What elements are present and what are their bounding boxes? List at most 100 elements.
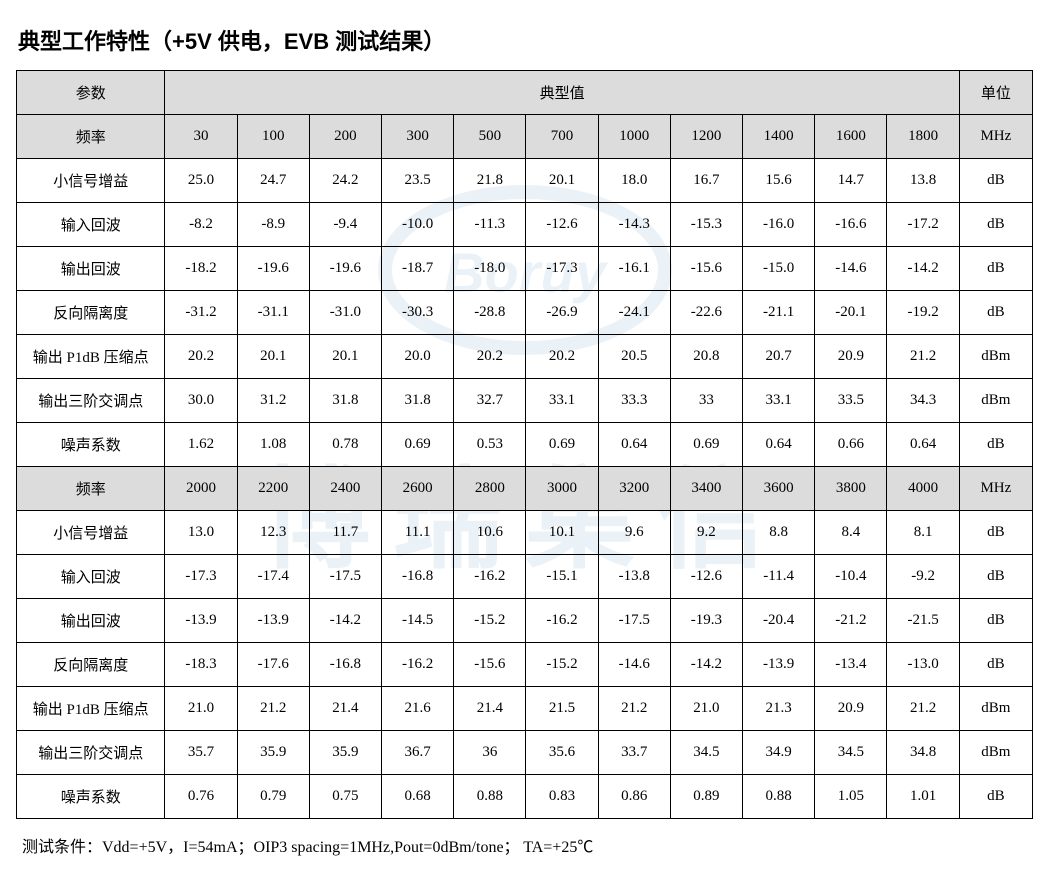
- param-label: 输出 P1dB 压缩点: [17, 687, 165, 731]
- table-row: 输出回波-18.2-19.6-19.6-18.7-18.0-17.3-16.1-…: [17, 247, 1033, 291]
- param-value: 1.01: [887, 775, 959, 819]
- freq-label: 频率: [17, 467, 165, 511]
- param-value: -16.8: [382, 555, 454, 599]
- param-unit: dB: [959, 247, 1032, 291]
- freq-unit: MHz: [959, 115, 1032, 159]
- param-value: -9.4: [309, 203, 381, 247]
- param-value: -16.2: [526, 599, 598, 643]
- param-label: 噪声系数: [17, 423, 165, 467]
- param-value: -15.2: [526, 643, 598, 687]
- param-value: 14.7: [815, 159, 887, 203]
- freq-value: 2800: [454, 467, 526, 511]
- freq-value: 300: [382, 115, 454, 159]
- freq-unit: MHz: [959, 467, 1032, 511]
- table-row: 小信号增益13.012.311.711.110.610.19.69.28.88.…: [17, 511, 1033, 555]
- param-value: -10.4: [815, 555, 887, 599]
- param-value: -8.9: [237, 203, 309, 247]
- param-value: 34.3: [887, 379, 959, 423]
- freq-value: 3400: [670, 467, 742, 511]
- freq-value: 2000: [165, 467, 237, 511]
- freq-value: 2200: [237, 467, 309, 511]
- freq-value: 1800: [887, 115, 959, 159]
- param-value: 0.79: [237, 775, 309, 819]
- param-value: -9.2: [887, 555, 959, 599]
- param-unit: dB: [959, 511, 1032, 555]
- table-row: 反向隔离度-18.3-17.6-16.8-16.2-15.6-15.2-14.6…: [17, 643, 1033, 687]
- param-value: -16.1: [598, 247, 670, 291]
- col-header-unit: 单位: [959, 71, 1032, 115]
- param-value: 0.75: [309, 775, 381, 819]
- freq-label: 频率: [17, 115, 165, 159]
- param-value: -18.7: [382, 247, 454, 291]
- param-value: -21.5: [887, 599, 959, 643]
- param-value: 0.88: [454, 775, 526, 819]
- param-value: -18.2: [165, 247, 237, 291]
- freq-value: 1600: [815, 115, 887, 159]
- param-value: 0.64: [743, 423, 815, 467]
- param-value: -20.1: [815, 291, 887, 335]
- param-value: -17.3: [165, 555, 237, 599]
- param-value: -17.2: [887, 203, 959, 247]
- freq-value: 30: [165, 115, 237, 159]
- param-value: 33.7: [598, 731, 670, 775]
- param-value: 0.64: [598, 423, 670, 467]
- param-value: -17.6: [237, 643, 309, 687]
- freq-value: 2600: [382, 467, 454, 511]
- param-unit: dBm: [959, 687, 1032, 731]
- param-value: -15.6: [454, 643, 526, 687]
- param-value: 0.69: [670, 423, 742, 467]
- freq-value: 200: [309, 115, 381, 159]
- param-value: 10.6: [454, 511, 526, 555]
- param-value: 20.1: [309, 335, 381, 379]
- table-row: 小信号增益25.024.724.223.521.820.118.016.715.…: [17, 159, 1033, 203]
- param-value: 20.5: [598, 335, 670, 379]
- param-value: -19.3: [670, 599, 742, 643]
- param-value: -16.2: [454, 555, 526, 599]
- param-value: 31.2: [237, 379, 309, 423]
- param-value: 11.1: [382, 511, 454, 555]
- param-label: 反向隔离度: [17, 643, 165, 687]
- param-value: 33.5: [815, 379, 887, 423]
- param-value: -11.3: [454, 203, 526, 247]
- param-value: 0.78: [309, 423, 381, 467]
- param-value: 13.0: [165, 511, 237, 555]
- param-value: 9.6: [598, 511, 670, 555]
- param-value: -10.0: [382, 203, 454, 247]
- param-value: 21.2: [887, 687, 959, 731]
- param-value: -13.9: [165, 599, 237, 643]
- table-header-row: 参数典型值单位: [17, 71, 1033, 115]
- param-value: -16.8: [309, 643, 381, 687]
- param-value: -14.6: [598, 643, 670, 687]
- param-unit: dB: [959, 203, 1032, 247]
- param-label: 输出回波: [17, 599, 165, 643]
- param-value: -16.2: [382, 643, 454, 687]
- freq-value: 3800: [815, 467, 887, 511]
- param-label: 输出 P1dB 压缩点: [17, 335, 165, 379]
- table-row: 输出 P1dB 压缩点21.021.221.421.621.421.521.22…: [17, 687, 1033, 731]
- param-value: -28.8: [454, 291, 526, 335]
- param-value: -13.0: [887, 643, 959, 687]
- param-unit: dBm: [959, 731, 1032, 775]
- table-row: 输入回波-17.3-17.4-17.5-16.8-16.2-15.1-13.8-…: [17, 555, 1033, 599]
- param-value: 13.8: [887, 159, 959, 203]
- param-value: -15.0: [743, 247, 815, 291]
- param-label: 小信号增益: [17, 511, 165, 555]
- param-value: 33: [670, 379, 742, 423]
- param-value: -17.3: [526, 247, 598, 291]
- param-value: -18.0: [454, 247, 526, 291]
- param-value: 34.5: [670, 731, 742, 775]
- param-value: 35.7: [165, 731, 237, 775]
- param-value: 21.4: [454, 687, 526, 731]
- param-value: 12.3: [237, 511, 309, 555]
- param-value: -13.8: [598, 555, 670, 599]
- param-value: 32.7: [454, 379, 526, 423]
- freq-value: 100: [237, 115, 309, 159]
- param-value: 20.2: [454, 335, 526, 379]
- param-value: 0.66: [815, 423, 887, 467]
- freq-value: 1000: [598, 115, 670, 159]
- param-unit: dB: [959, 291, 1032, 335]
- param-value: -20.4: [743, 599, 815, 643]
- spec-table: 参数典型值单位频率3010020030050070010001200140016…: [16, 70, 1033, 819]
- param-value: 20.1: [526, 159, 598, 203]
- table-row: 输出三阶交调点30.031.231.831.832.733.133.33333.…: [17, 379, 1033, 423]
